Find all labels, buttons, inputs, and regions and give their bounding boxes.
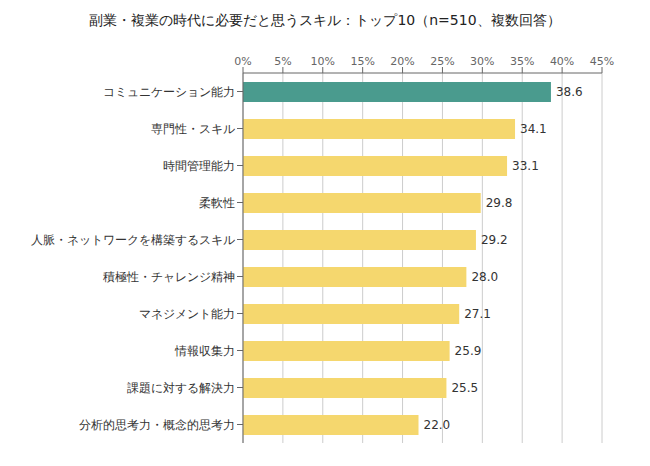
svg-text:27.1: 27.1 [464,307,491,321]
svg-text:33.1: 33.1 [512,159,539,173]
svg-text:コミュニケーション能力: コミュニケーション能力 [103,85,235,99]
svg-text:22.0: 22.0 [424,418,451,432]
html-text:副業・複業の時代に必要だと思うスキル：トップ10（n=510: 副業・複業の時代に必要だと思うスキル：トップ10（n=510、複数回答） [89,12,561,28]
svg-text:30%: 30% [470,55,494,68]
svg-text:25%: 25% [430,55,454,68]
svg-text:情報収集力: 情報収集力 [174,344,235,358]
svg-text:マネジメント能力: マネジメント能力 [139,307,235,321]
svg-text:積極性・チャレンジ精神: 積極性・チャレンジ精神 [103,270,235,284]
svg-text:0%: 0% [234,55,251,68]
svg-text:40%: 40% [550,55,574,68]
svg-text:25.9: 25.9 [455,344,482,358]
svg-text:10%: 10% [311,55,335,68]
svg-text:29.8: 29.8 [486,196,513,210]
svg-text:5%: 5% [274,55,291,68]
svg-text:人脈・ネットワークを構築するスキル: 人脈・ネットワークを構築するスキル [31,233,235,247]
svg-text:柔軟性: 柔軟性 [199,196,235,210]
svg-text:専門性・スキル: 専門性・スキル [151,122,235,136]
svg-text:28.0: 28.0 [471,270,498,284]
svg-text:34.1: 34.1 [520,122,547,136]
svg-text:課題に対する解決力: 課題に対する解決力 [127,381,235,395]
svg-text:20%: 20% [390,55,414,68]
svg-text:25.5: 25.5 [451,381,478,395]
svg-text:15%: 15% [350,55,374,68]
svg-text:35%: 35% [510,55,534,68]
svg-text:分析的思考力・概念的思考力: 分析的思考力・概念的思考力 [79,418,235,432]
svg-text:時間管理能力: 時間管理能力 [163,159,235,173]
svg-text:38.6: 38.6 [556,85,583,99]
svg-text:29.2: 29.2 [481,233,508,247]
svg-text:45%: 45% [590,55,614,68]
